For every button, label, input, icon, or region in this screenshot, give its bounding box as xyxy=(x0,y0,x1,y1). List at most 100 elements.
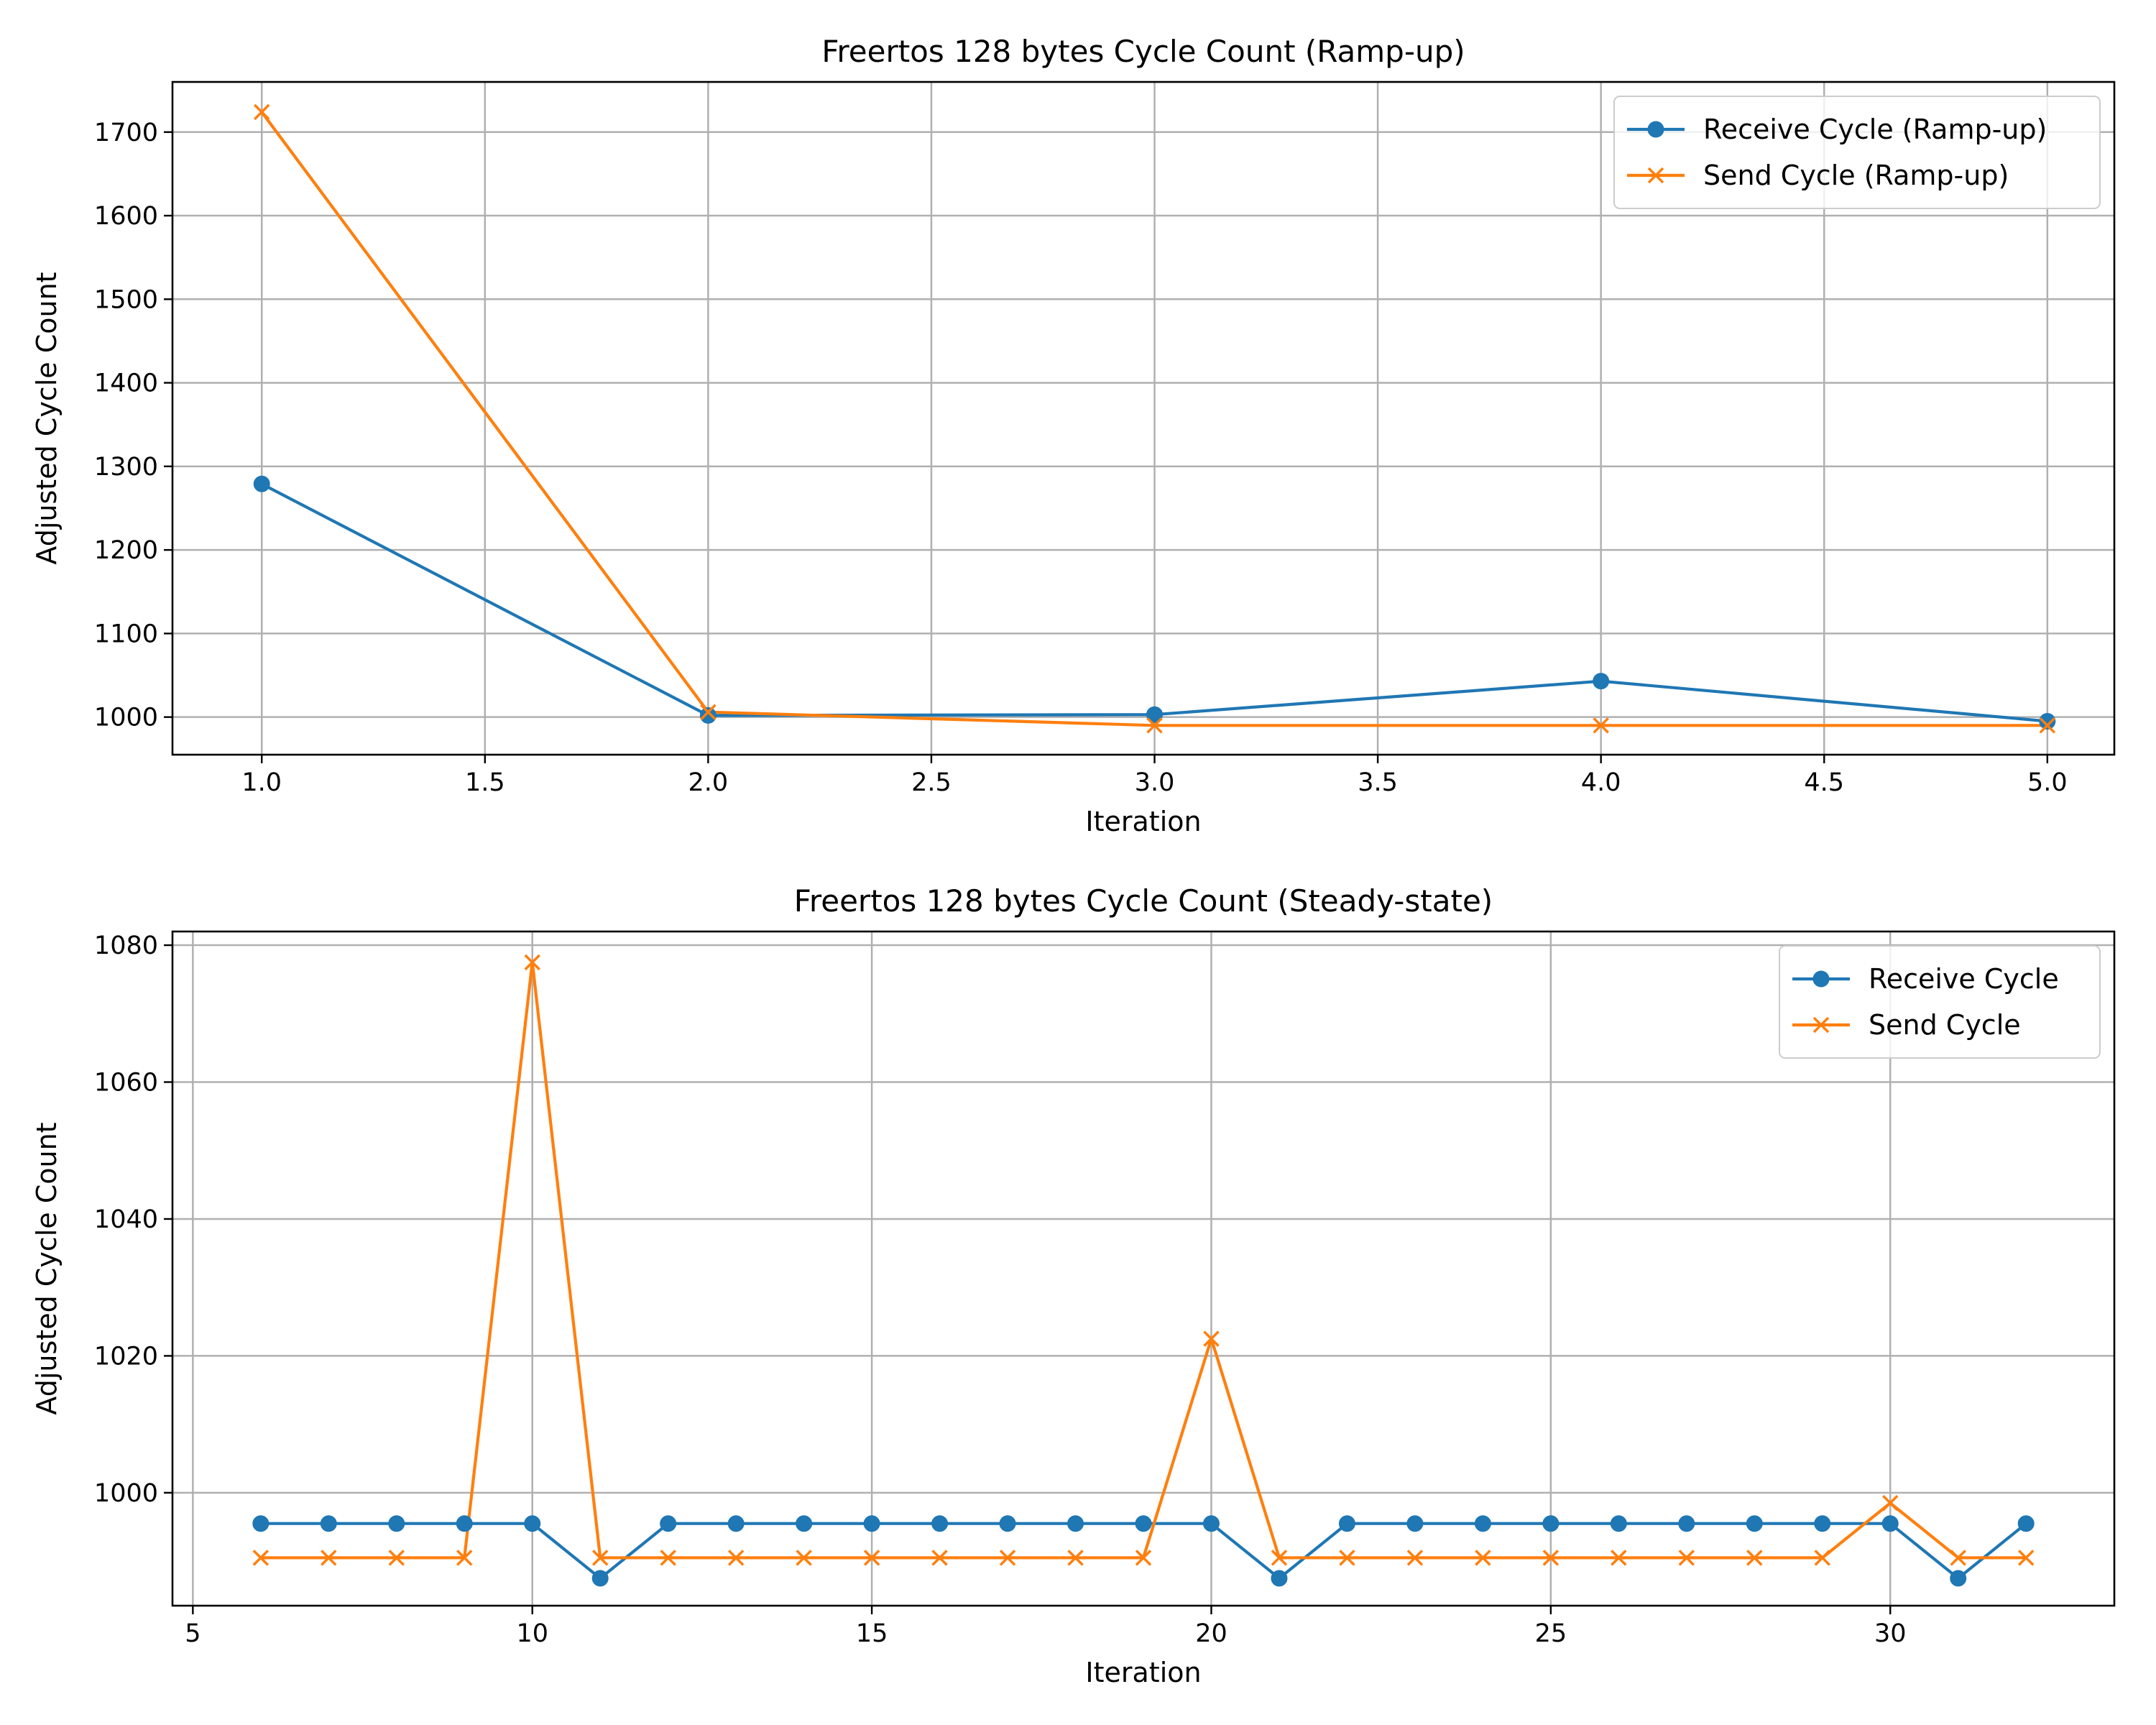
y-tick-label: 1080 xyxy=(94,932,158,960)
legend-label: Send Cycle xyxy=(1869,1009,2021,1041)
data-point-receive xyxy=(931,1515,949,1532)
x-tick-label: 30 xyxy=(1874,1619,1907,1648)
ramp-up-chart: 1.0 1.5 2.0 2.5 3.0 3.5 4.0 4.5 5.0 1000 1100 1200 1… xyxy=(31,34,2116,837)
data-point-receive xyxy=(2017,1515,2035,1532)
data-point-receive xyxy=(1746,1515,1763,1532)
data-point-send xyxy=(2039,717,2056,734)
legend-item: Receive Cycle (Ramp-up) xyxy=(1627,114,2047,145)
data-point-receive xyxy=(1814,1515,1831,1532)
data-point-receive xyxy=(524,1515,541,1532)
data-point-send xyxy=(1746,1550,1763,1566)
data-point-receive xyxy=(1950,1570,1967,1587)
y-tick-label: 1700 xyxy=(94,119,158,147)
data-point-receive xyxy=(320,1515,337,1532)
y-tick-label: 1100 xyxy=(94,620,158,648)
data-point-receive xyxy=(2039,712,2056,730)
data-point-receive xyxy=(796,1515,813,1532)
data-point-send xyxy=(660,1550,676,1566)
data-point-send xyxy=(252,1550,270,1566)
x-tick-label: 1.5 xyxy=(465,768,505,797)
data-point-send xyxy=(863,1550,880,1566)
data-point-receive xyxy=(591,1570,609,1587)
data-point-send xyxy=(321,1550,337,1566)
x-tick-label: 2.0 xyxy=(688,768,729,797)
data-point-receive xyxy=(1202,1515,1220,1532)
steady-state-chart: 5 10 15 20 25 30 1000 1020 1040 1060 1080 Freertos … xyxy=(31,883,2116,1688)
chart-title: Freertos 128 bytes Cycle Count (Steady-s… xyxy=(794,883,1493,919)
data-point-send xyxy=(1542,1550,1560,1566)
data-point-receive xyxy=(660,1515,677,1532)
data-point-send xyxy=(1881,1494,1899,1512)
legend: Receive Cycle (Ramp-up) Send Cycle (Ramp-… xyxy=(1613,96,2101,209)
x-tick-label: 20 xyxy=(1195,1619,1227,1648)
data-point-receive xyxy=(388,1515,405,1532)
x-tick-label: 4.5 xyxy=(1804,768,1844,797)
x-tick-label: 10 xyxy=(516,1619,548,1648)
data-point-send xyxy=(931,1550,948,1566)
y-tick-label: 1500 xyxy=(94,285,158,314)
x-axis-label: Iteration xyxy=(1085,1657,1201,1688)
y-tick-label: 1600 xyxy=(94,202,158,231)
data-point-receive xyxy=(999,1515,1016,1532)
data-point-send xyxy=(388,1550,405,1566)
data-point-receive xyxy=(1406,1515,1424,1532)
x-tick-label: 5 xyxy=(185,1619,201,1648)
axes-frame xyxy=(171,930,2116,1607)
axes-frame xyxy=(171,80,2116,756)
data-point-send xyxy=(1814,1550,1830,1566)
chart-title: Freertos 128 bytes Cycle Count (Ramp-up) xyxy=(821,34,1465,69)
legend-frame xyxy=(1613,96,2101,209)
y-tick-label: 1200 xyxy=(94,536,158,565)
data-point-send xyxy=(700,704,717,720)
legend-item: Send Cycle xyxy=(1792,1009,2021,1041)
x-tick-label: 2.5 xyxy=(911,768,952,797)
data-point-receive xyxy=(1067,1515,1084,1532)
data-point-send xyxy=(1475,1550,1491,1566)
data-point-receive xyxy=(1881,1515,1899,1532)
data-point-send xyxy=(1593,717,1609,734)
data-point-receive xyxy=(1593,673,1610,690)
data-point-receive xyxy=(727,1515,745,1532)
data-point-send xyxy=(796,1550,812,1566)
y-tick-label: 1060 xyxy=(94,1069,158,1098)
data-point-receive xyxy=(1610,1515,1627,1532)
data-point-receive xyxy=(1542,1515,1560,1532)
y-tick-label: 1040 xyxy=(94,1205,158,1234)
legend-frame xyxy=(1779,945,2101,1059)
data-point-send xyxy=(1135,1550,1152,1566)
data-point-send xyxy=(727,1550,745,1566)
data-point-receive xyxy=(1135,1515,1152,1532)
x-tick-label: 15 xyxy=(856,1619,888,1648)
legend-item: Send Cycle (Ramp-up) xyxy=(1627,160,2009,191)
data-point-receive xyxy=(252,1515,270,1532)
data-point-receive xyxy=(253,475,270,492)
data-point-receive xyxy=(863,1515,880,1532)
data-point-receive xyxy=(699,707,717,724)
legend-item: Receive Cycle xyxy=(1792,963,2059,995)
data-point-send xyxy=(1203,1330,1220,1347)
data-point-send xyxy=(2017,1550,2035,1566)
y-tick-label: 1000 xyxy=(94,1479,158,1508)
legend-label: Receive Cycle (Ramp-up) xyxy=(1703,114,2047,145)
x-tick-label: 4.0 xyxy=(1581,768,1621,797)
y-tick-label: 1300 xyxy=(94,453,158,482)
legend-marker xyxy=(1647,121,1664,138)
data-point-send xyxy=(1271,1550,1288,1566)
legend-label: Receive Cycle xyxy=(1869,963,2059,995)
y-axis-label: Adjusted Cycle Count xyxy=(31,272,63,564)
data-point-receive xyxy=(1271,1570,1288,1587)
data-point-send xyxy=(591,1550,609,1566)
data-point-send xyxy=(1950,1550,1966,1566)
x-tick-label: 3.0 xyxy=(1135,768,1175,797)
y-axis-label: Adjusted Cycle Count xyxy=(31,1122,63,1414)
data-point-send xyxy=(524,954,540,971)
data-point-send xyxy=(999,1550,1016,1566)
data-point-receive xyxy=(1146,706,1164,723)
x-tick-label: 3.5 xyxy=(1358,768,1398,797)
data-point-send xyxy=(456,1550,473,1566)
legend-label: Send Cycle (Ramp-up) xyxy=(1703,160,2009,191)
data-point-receive xyxy=(1474,1515,1491,1532)
plot-area xyxy=(252,954,2035,1587)
